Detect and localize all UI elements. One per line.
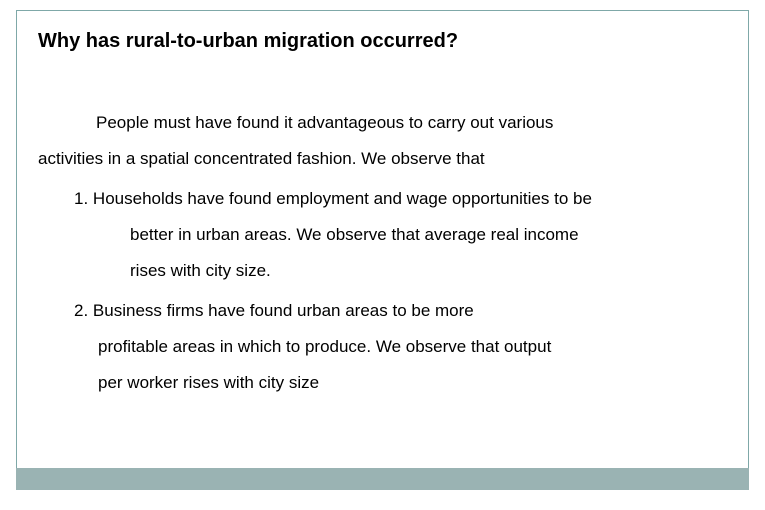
list-text-2b: profitable areas in which to produce. We… xyxy=(38,332,728,362)
slide-body: People must have found it advantageous t… xyxy=(38,108,728,398)
list-text-1b: better in urban areas. We observe that a… xyxy=(38,220,728,250)
slide-title: Why has rural-to-urban migration occurre… xyxy=(38,30,458,53)
list-text-1a: Households have found employment and wag… xyxy=(93,189,592,208)
list-item-1: 1. Households have found employment and … xyxy=(38,184,728,214)
list-text-2a: Business firms have found urban areas to… xyxy=(93,301,474,320)
intro-line-1: People must have found it advantageous t… xyxy=(38,108,728,138)
list-item-2: 2. Business firms have found urban areas… xyxy=(38,296,728,326)
list-num-2: 2. xyxy=(74,301,88,320)
list-text-2c: per worker rises with city size xyxy=(38,368,728,398)
list-text-1c: rises with city size. xyxy=(38,256,728,286)
intro-line-2: activities in a spatial concentrated fas… xyxy=(38,144,728,174)
bottom-bar xyxy=(16,468,749,490)
slide: Why has rural-to-urban migration occurre… xyxy=(0,0,765,510)
list-num-1: 1. xyxy=(74,189,88,208)
